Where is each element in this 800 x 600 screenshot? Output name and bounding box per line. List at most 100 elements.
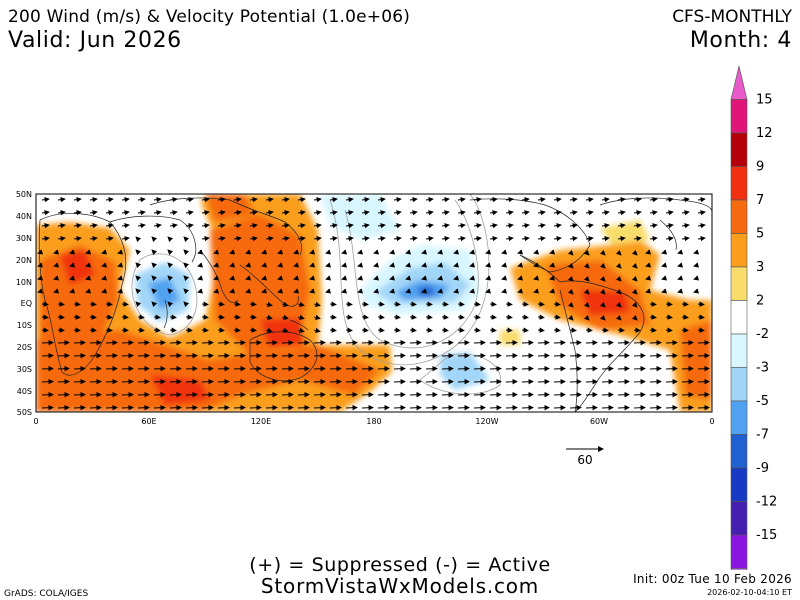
- wind-arrow: [293, 288, 300, 294]
- wind-arrow: [393, 392, 406, 398]
- wind-arrow: [697, 301, 705, 307]
- wind-arrow: [277, 275, 284, 281]
- wind-arrow: [233, 196, 242, 203]
- wind-arrow: [569, 222, 578, 229]
- wind-arrow: [281, 301, 289, 308]
- wind-arrow: [213, 262, 220, 268]
- legend-level-label: 7: [756, 193, 764, 208]
- wind-arrow: [549, 262, 556, 268]
- wind-arrow: [601, 196, 610, 203]
- wind-arrow: [121, 301, 129, 307]
- wind-arrow: [567, 301, 574, 308]
- forecast-month: Month: 4: [689, 28, 792, 53]
- wind-arrow: [281, 353, 294, 359]
- wind-arrow: [393, 327, 401, 333]
- wind-arrow: [425, 405, 438, 411]
- wind-arrow: [341, 275, 348, 281]
- wind-arrow: [517, 275, 524, 281]
- wind-arrow: [249, 235, 258, 242]
- wind-arrow: [393, 222, 402, 229]
- wind-arrow: [345, 366, 358, 372]
- wind-arrow: [553, 196, 562, 203]
- wind-arrow: [441, 301, 449, 307]
- wind-arrow: [233, 353, 246, 359]
- wind-arrow: [361, 222, 370, 229]
- legend-level-label: -12: [756, 495, 777, 510]
- wind-arrow: [261, 288, 268, 294]
- wind-arrow: [469, 249, 476, 255]
- wind-arrow: [153, 222, 162, 229]
- wind-arrow: [457, 366, 470, 372]
- wind-arrow: [69, 288, 76, 294]
- lon-label: 0: [709, 417, 714, 426]
- wind-arrow: [135, 262, 142, 269]
- wind-arrow: [53, 275, 60, 281]
- wind-arrow: [665, 392, 678, 398]
- wind-arrow: [617, 405, 630, 411]
- wind-arrow: [137, 392, 150, 398]
- wind-arrow: [229, 262, 236, 268]
- wind-arrow: [105, 379, 118, 385]
- lat-label: 50N: [16, 190, 32, 199]
- wind-arrow: [37, 249, 44, 255]
- wind-arrow: [73, 209, 82, 216]
- wind-arrow: [505, 340, 518, 346]
- wind-arrow: [153, 366, 166, 372]
- legend-level-label: -2: [756, 327, 769, 342]
- wind-arrow: [185, 366, 198, 372]
- wind-arrow: [537, 353, 550, 359]
- legend-swatch: [730, 367, 748, 402]
- wind-arrow: [201, 379, 214, 385]
- wind-arrow: [553, 379, 566, 385]
- wind-arrow: [633, 392, 646, 398]
- wind-arrow: [105, 196, 114, 203]
- wind-arrow: [329, 392, 342, 398]
- wind-arrow: [409, 405, 422, 411]
- wind-arrow: [183, 236, 190, 243]
- wind-arrow: [409, 340, 422, 346]
- wind-arrow: [533, 275, 540, 281]
- wind-arrow: [567, 288, 574, 295]
- wind-arrow: [697, 366, 710, 372]
- wind-arrow: [69, 249, 76, 255]
- wind-arrow: [697, 235, 706, 242]
- wind-arrow: [89, 366, 102, 372]
- wind-arrow: [505, 301, 513, 307]
- wind-arrow: [153, 209, 162, 216]
- wind-arrow: [265, 366, 278, 372]
- wind-arrow: [217, 327, 225, 333]
- wind-arrow: [185, 196, 194, 203]
- wind-arrow: [553, 327, 561, 333]
- wind-arrow: [649, 235, 658, 242]
- wind-arrow: [517, 249, 524, 255]
- wind-arrow: [553, 340, 566, 346]
- wind-arrow: [649, 314, 657, 320]
- wind-arrow: [617, 366, 630, 372]
- wind-arrow: [73, 353, 86, 359]
- wind-arrow: [281, 209, 290, 216]
- wind-arrow: [345, 379, 358, 385]
- wind-arrow: [197, 288, 204, 294]
- latitude-labels: 50N 40N 30N 20N 10N EQ 10S 20S 30S 40S 5…: [16, 190, 32, 417]
- wind-arrow: [377, 222, 386, 229]
- wind-arrow: [489, 196, 498, 203]
- wind-arrow: [137, 209, 146, 216]
- wind-arrow: [585, 392, 598, 398]
- wind-arrow: [325, 275, 332, 281]
- wind-arrow: [73, 327, 81, 333]
- wind-arrow: [329, 353, 342, 359]
- wind-arrow: [553, 235, 562, 242]
- wind-arrow: [457, 327, 465, 333]
- wind-arrow: [533, 288, 540, 294]
- wind-arrow: [217, 392, 230, 398]
- wind-arrow: [41, 209, 50, 216]
- wind-arrow: [377, 366, 390, 372]
- wind-arrow: [313, 340, 326, 346]
- wind-arrow: [697, 222, 706, 229]
- wind-arrow: [37, 288, 44, 294]
- wind-arrow: [569, 196, 578, 203]
- wind-arrow: [137, 222, 146, 229]
- wind-arrow: [281, 314, 289, 321]
- wind-arrow: [105, 235, 114, 242]
- wind-arrow: [569, 340, 582, 346]
